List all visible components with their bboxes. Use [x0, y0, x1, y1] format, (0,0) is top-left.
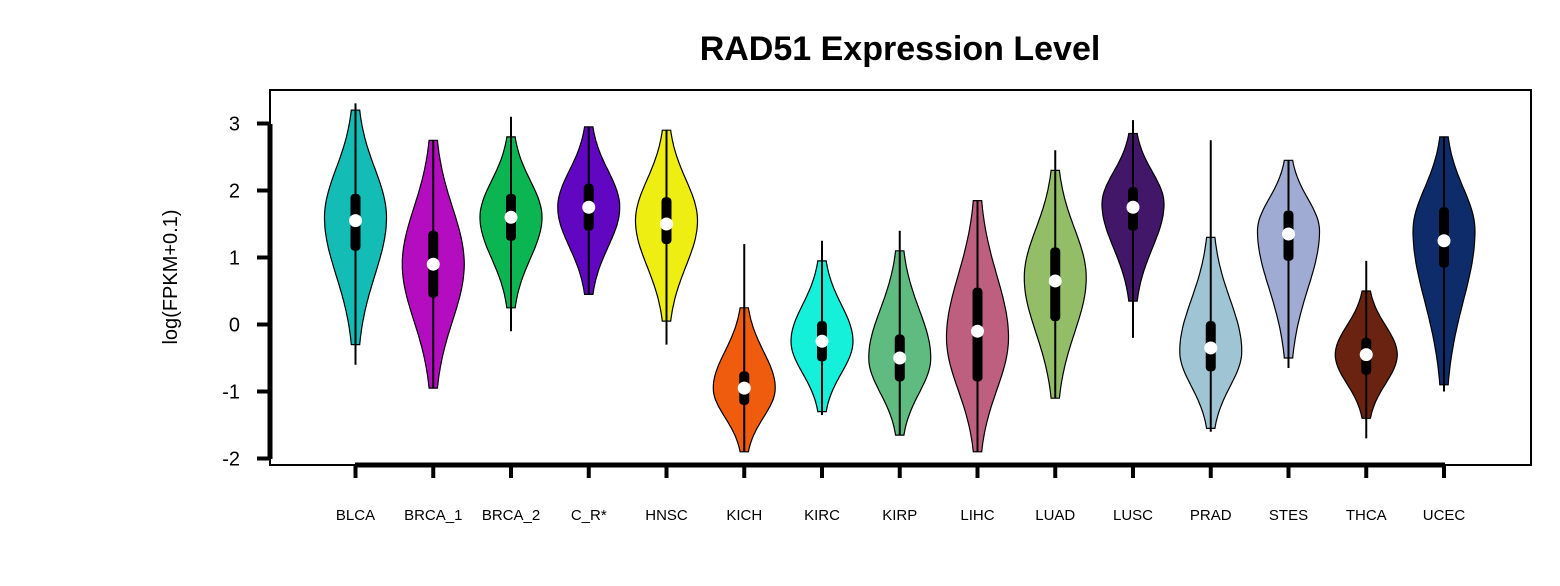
violin-median-dot	[582, 200, 596, 214]
violin-median-dot	[349, 214, 362, 228]
x-tick-label: LUSC	[1113, 507, 1153, 524]
violin-hnsc	[634, 129, 699, 345]
y-axis-label: log(FPKM+0.1)	[160, 209, 182, 344]
violin-c-r-	[557, 126, 621, 295]
violin-median-dot	[815, 334, 829, 348]
violin-blca	[323, 103, 388, 365]
y-tick-label: -1	[222, 382, 240, 404]
violin-luad	[1023, 150, 1087, 399]
violin-brca-2	[479, 116, 543, 332]
x-tick-label: LUAD	[1035, 507, 1075, 524]
x-tick-label: KIRC	[804, 507, 840, 524]
violin-median-dot	[660, 217, 673, 231]
violin-kirc	[790, 240, 854, 415]
x-tick-label: C_R*	[571, 507, 607, 524]
chart-title: RAD51 Expression Level	[700, 30, 1101, 68]
violin-median-dot	[504, 210, 518, 224]
y-axis-ticks: 3 2 1 0 -1 -2	[222, 114, 270, 471]
y-tick-label: 3	[229, 114, 240, 136]
y-tick-label: 1	[229, 248, 240, 270]
x-tick-label: THCA	[1346, 507, 1387, 524]
violin-ucec	[1412, 136, 1476, 392]
violin-prad	[1179, 140, 1243, 432]
violin-median-dot	[1126, 200, 1140, 214]
violin-brca-1	[401, 139, 465, 389]
x-tick-label: LIHC	[960, 507, 994, 524]
violin-kirp	[868, 230, 932, 436]
violin-median-dot	[426, 257, 440, 271]
x-tick-label: BRCA_1	[404, 507, 462, 524]
violin-median-dot	[971, 324, 984, 338]
violin-median-dot	[1359, 348, 1373, 362]
x-axis-ticks: BLCA BRCA_1 BRCA_2 C_R* HNSC KICH KIRC KIRP LIHC…	[336, 465, 1466, 524]
y-tick-label: -2	[222, 449, 240, 471]
violin-stes	[1256, 159, 1321, 369]
violin-median-dot	[1282, 227, 1295, 241]
violin-kich	[712, 244, 776, 453]
x-tick-label: PRAD	[1190, 507, 1232, 524]
x-tick-label: BLCA	[336, 507, 375, 524]
violin-lihc	[945, 200, 1010, 453]
x-tick-label: KIRP	[882, 507, 917, 524]
y-tick-label: 2	[229, 181, 240, 203]
violin-median-dot	[1048, 274, 1062, 288]
violin-thca	[1334, 260, 1398, 439]
x-tick-label: BRCA_2	[482, 507, 540, 524]
x-tick-label: HNSC	[645, 507, 688, 524]
violin-median-dot	[737, 381, 751, 395]
violin-median-dot	[1437, 234, 1451, 248]
x-tick-label: UCEC	[1423, 507, 1466, 524]
x-tick-label: KICH	[726, 507, 762, 524]
violin-group	[323, 103, 1476, 453]
violin-median-dot	[1204, 341, 1218, 355]
x-tick-label: STES	[1269, 507, 1308, 524]
violin-median-dot	[893, 351, 907, 365]
violin-lusc	[1101, 120, 1165, 338]
y-tick-label: 0	[229, 315, 240, 337]
